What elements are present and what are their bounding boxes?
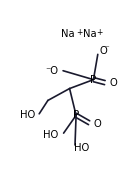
Text: P: P: [73, 110, 79, 120]
Text: Na: Na: [83, 29, 96, 39]
Text: ⁻O: ⁻O: [46, 66, 59, 76]
Text: O: O: [94, 119, 101, 129]
Text: +: +: [96, 28, 102, 37]
Text: HO: HO: [44, 130, 59, 140]
Text: O: O: [99, 46, 107, 56]
Text: Na: Na: [61, 29, 74, 39]
Text: P: P: [90, 75, 97, 85]
Text: O: O: [110, 78, 117, 88]
Text: HO: HO: [20, 110, 35, 120]
Text: ⁻: ⁻: [105, 44, 110, 53]
Text: +: +: [77, 28, 83, 37]
Text: HO: HO: [74, 143, 89, 153]
